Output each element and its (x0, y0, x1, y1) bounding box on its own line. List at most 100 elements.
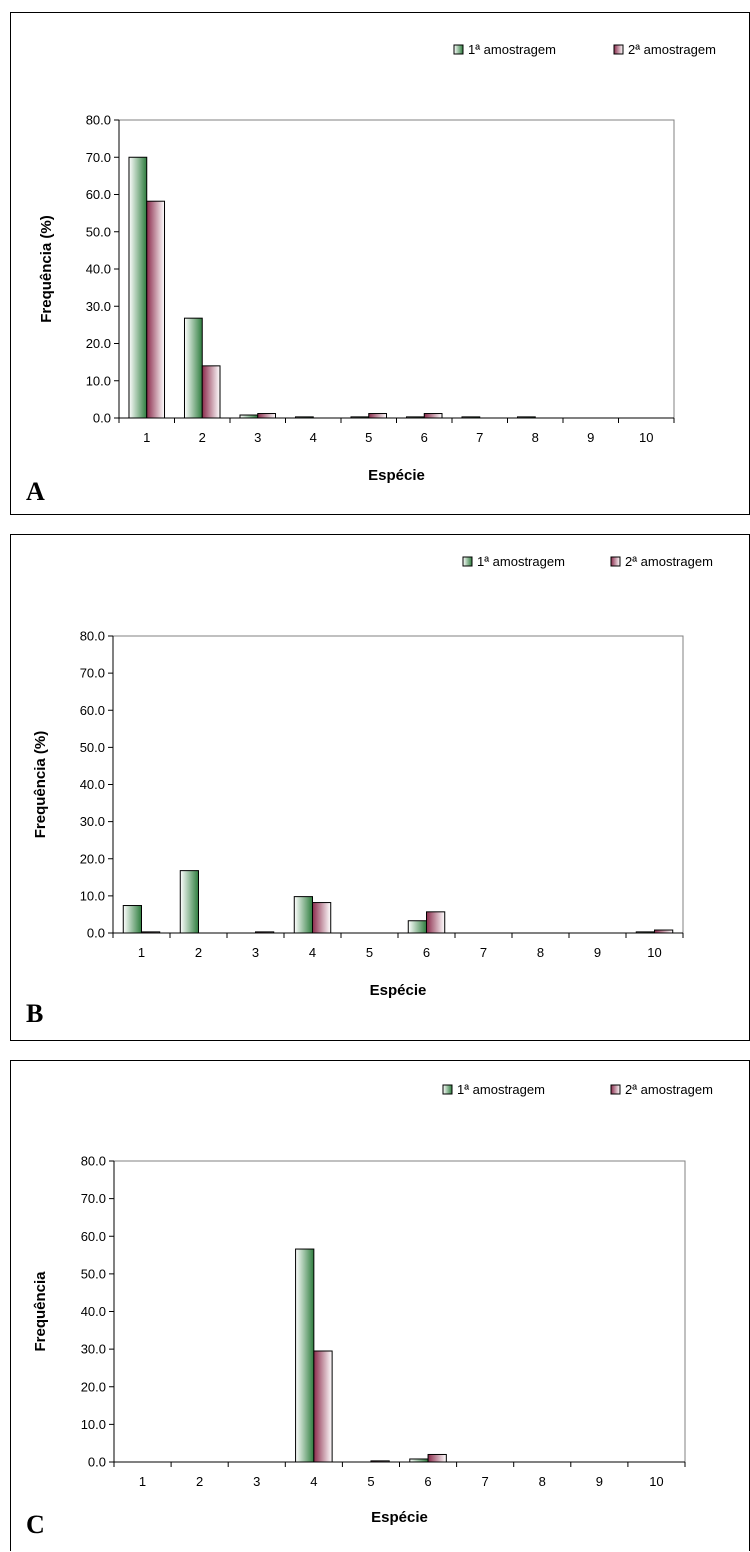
bar-series1-cat4 (295, 1248, 315, 1463)
legend-label-series2: 2ª amostragem (625, 554, 713, 569)
bar-series1-cat2 (183, 317, 203, 419)
bar-series1-cat4 (294, 416, 314, 419)
y-tick-label: 50.0 (86, 224, 111, 239)
bar-series1-cat6 (409, 1458, 429, 1463)
bar-series2-cat3 (255, 931, 275, 934)
x-tick-label: 3 (253, 1474, 260, 1489)
y-tick-label: 80.0 (86, 113, 111, 128)
bar-series2-cat4 (313, 1350, 333, 1463)
chart-svg-c: 0.0 10.0 20.0 30.0 40.0 50.0 60.0 70.0 80.0 1 2 3 4 5… (26, 1082, 713, 1539)
chart-panel-a: 0.0 10.0 20.0 30.0 40.0 50.0 60.0 70.0 80.0 1 2 3 4 5… (10, 12, 750, 515)
x-tick-label: 3 (252, 945, 259, 960)
bar-series1-cat6 (405, 416, 425, 419)
x-tick-label: 10 (649, 1474, 663, 1489)
x-tick-label: 1 (143, 430, 150, 445)
legend-swatch-series1 (462, 556, 473, 567)
bar-series2-cat1 (146, 200, 166, 419)
y-tick-label: 10.0 (81, 1417, 106, 1432)
x-tick-label: 1 (139, 1474, 146, 1489)
y-tick-label: 30.0 (80, 814, 105, 829)
panel-letter-a: A (26, 477, 45, 506)
x-tick-label: 8 (532, 430, 539, 445)
x-tick-label: 2 (195, 945, 202, 960)
x-tick-label: 5 (366, 945, 373, 960)
x-tick-label: 2 (199, 430, 206, 445)
bar-series2-cat5 (368, 413, 388, 419)
x-tick-label: 9 (594, 945, 601, 960)
y-tick-label: 40.0 (81, 1304, 106, 1319)
legend-label-series1: 1ª amostragem (477, 554, 565, 569)
x-tick-label: 4 (309, 945, 316, 960)
y-tick-label: 0.0 (88, 1455, 106, 1470)
y-tick-label: 60.0 (80, 703, 105, 718)
legend-label-series1: 1ª amostragem (457, 1082, 545, 1097)
bar-series1-cat4 (293, 896, 314, 934)
y-tick-label: 30.0 (81, 1342, 106, 1357)
chart-panel-b: 0.0 10.0 20.0 30.0 40.0 50.0 60.0 70.0 80.0 1 2 3 4 5… (10, 534, 750, 1041)
x-tick-label: 9 (587, 430, 594, 445)
y-tick-label: 70.0 (86, 150, 111, 165)
y-tick-label: 50.0 (80, 740, 105, 755)
y-tick-label: 0.0 (93, 411, 111, 426)
x-axis-title: Espécie (368, 467, 425, 484)
y-axis-title: Frequência (%) (38, 215, 55, 323)
bar-series1-cat7 (461, 416, 481, 419)
y-tick-label: 80.0 (80, 629, 105, 644)
y-tick-label: 40.0 (86, 262, 111, 277)
x-tick-label: 10 (639, 430, 653, 445)
panel-letter-b: B (26, 999, 43, 1028)
x-tick-label: 6 (424, 1474, 431, 1489)
bar-series1-cat6 (407, 920, 428, 934)
bar-series2-cat1 (141, 931, 161, 934)
legend-swatch-series1 (442, 1084, 453, 1095)
y-tick-label: 70.0 (81, 1191, 106, 1206)
legend-swatch-series2 (610, 1084, 621, 1095)
x-tick-label: 3 (254, 430, 261, 445)
x-tick-label: 10 (647, 945, 661, 960)
x-tick-label: 4 (310, 1474, 317, 1489)
x-tick-label: 1 (138, 945, 145, 960)
y-tick-label: 40.0 (80, 777, 105, 792)
legend-label-series2: 2ª amostragem (628, 42, 716, 57)
x-tick-label: 5 (367, 1474, 374, 1489)
bar-series2-cat5 (370, 1460, 390, 1463)
x-tick-label: 7 (482, 1474, 489, 1489)
y-tick-label: 30.0 (86, 299, 111, 314)
x-tick-label: 2 (196, 1474, 203, 1489)
legend-swatch-series2 (613, 44, 624, 55)
bar-series2-cat6 (427, 1453, 447, 1463)
chart-panel-c: 0.0 10.0 20.0 30.0 40.0 50.0 60.0 70.0 80.0 1 2 3 4 5… (10, 1060, 750, 1551)
y-axis-title: Frequência (%) (32, 731, 49, 839)
x-tick-label: 7 (480, 945, 487, 960)
y-tick-label: 0.0 (87, 926, 105, 941)
chart-svg-b: 0.0 10.0 20.0 30.0 40.0 50.0 60.0 70.0 80.0 1 2 3 4 5… (26, 554, 713, 1028)
x-tick-label: 8 (537, 945, 544, 960)
y-tick-label: 20.0 (81, 1379, 106, 1394)
bar-series2-cat10 (654, 929, 674, 934)
y-tick-label: 20.0 (86, 336, 111, 351)
x-tick-label: 5 (365, 430, 372, 445)
y-tick-label: 60.0 (86, 187, 111, 202)
y-tick-label: 60.0 (81, 1229, 106, 1244)
bar-series1-cat1 (128, 156, 148, 419)
x-tick-label: 8 (539, 1474, 546, 1489)
x-tick-label: 6 (423, 945, 430, 960)
bar-series2-cat4 (312, 902, 332, 934)
x-tick-label: 4 (310, 430, 317, 445)
x-axis-title: Espécie (370, 982, 427, 999)
legend-swatch-series1 (453, 44, 464, 55)
bar-series1-cat8 (516, 416, 536, 419)
bar-series1-cat10 (635, 931, 656, 934)
chart-svg-a: 0.0 10.0 20.0 30.0 40.0 50.0 60.0 70.0 80.0 1 2 3 4 5… (26, 42, 716, 506)
bar-series1-cat5 (350, 416, 370, 419)
legend-label-series2: 2ª amostragem (625, 1082, 713, 1097)
x-axis-title: Espécie (371, 1509, 428, 1526)
legend-swatch-series2 (610, 556, 621, 567)
y-tick-label: 10.0 (86, 373, 111, 388)
bar-series1-cat3 (239, 414, 259, 419)
plot-area (113, 1160, 686, 1463)
x-tick-label: 9 (596, 1474, 603, 1489)
bar-series2-cat2 (201, 365, 221, 419)
y-tick-label: 50.0 (81, 1266, 106, 1281)
legend-label-series1: 1ª amostragem (468, 42, 556, 57)
